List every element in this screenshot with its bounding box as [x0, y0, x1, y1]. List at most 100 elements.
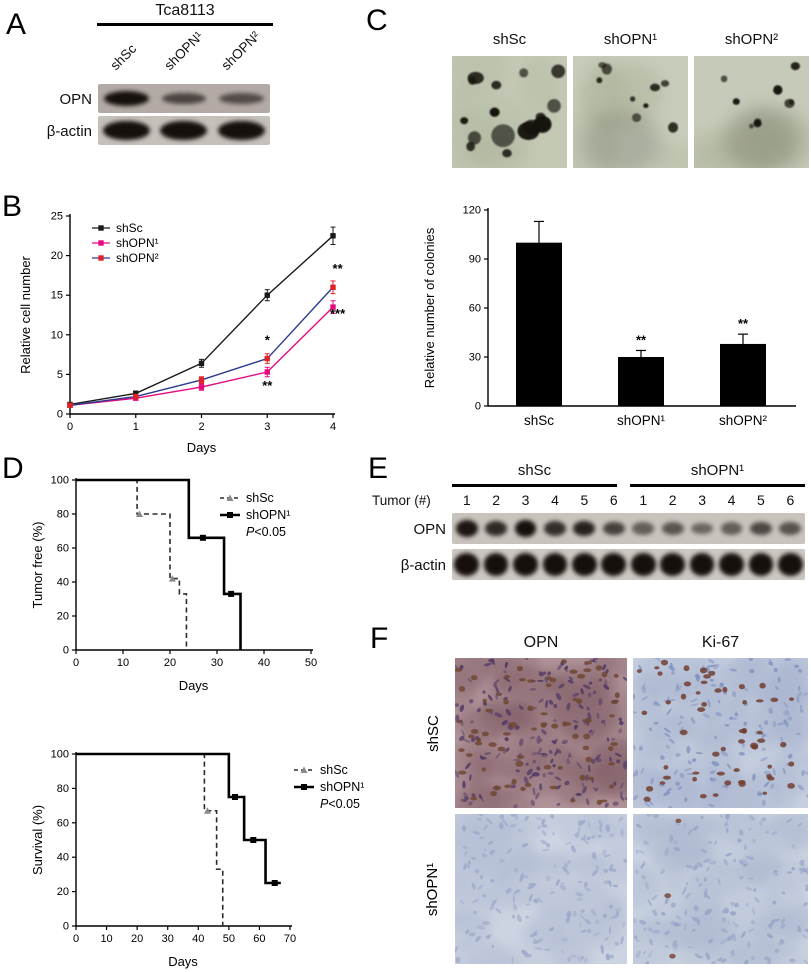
svg-text:Relative cell number: Relative cell number: [18, 255, 33, 373]
svg-text:0: 0: [475, 401, 481, 413]
svg-text:2: 2: [198, 421, 204, 433]
blot-row-label-bactin: β-actin: [46, 123, 92, 140]
svg-text:shOPN¹: shOPN¹: [116, 236, 159, 250]
svg-text:40: 40: [192, 933, 204, 945]
svg-text:shOPN¹: shOPN¹: [246, 508, 290, 522]
svg-text:0: 0: [57, 409, 63, 421]
panel-a-label: A: [6, 8, 27, 41]
svg-text:4: 4: [330, 421, 336, 433]
panel-d-label: D: [2, 452, 24, 485]
svg-text:20: 20: [57, 886, 69, 898]
lane-numbers: 1 2 3 4 5 6 1 2 3 4 5 6: [452, 492, 805, 508]
svg-text:shOPN²: shOPN²: [719, 413, 768, 428]
svg-text:30: 30: [162, 933, 174, 945]
lane-number: 6: [786, 492, 795, 508]
lane-number: 6: [609, 492, 618, 508]
svg-text:shSc: shSc: [320, 763, 348, 777]
svg-text:Relative number of colonies: Relative number of colonies: [422, 227, 437, 388]
lane-label-shsc: shSc: [107, 41, 140, 73]
lane-number: 3: [698, 492, 706, 508]
svg-text:15: 15: [51, 290, 63, 302]
ihc-row-label-shopn1: shOPN¹: [418, 814, 448, 964]
tumor-number-label: Tumor (#): [372, 493, 431, 508]
svg-text:0: 0: [73, 933, 79, 945]
ihc-image-shopn1-opn: [455, 814, 627, 964]
lane-number: 4: [551, 492, 559, 508]
svg-text:100: 100: [51, 749, 69, 761]
svg-text:60: 60: [57, 817, 69, 829]
panel-c-label: C: [366, 4, 388, 37]
svg-text:**: **: [738, 316, 749, 331]
svg-text:60: 60: [57, 543, 69, 555]
ihc-row-label-shsc-text: shSC: [424, 714, 442, 752]
svg-text:shOPN¹: shOPN¹: [617, 413, 666, 428]
svg-text:60: 60: [253, 933, 265, 945]
ihc-row-label-shsc: shSC: [418, 658, 448, 808]
lane-label-shopn2: shOPN²: [218, 28, 263, 74]
svg-text:**: **: [333, 261, 344, 276]
svg-text:120: 120: [463, 205, 481, 217]
svg-text:shOPN¹: shOPN¹: [320, 780, 364, 794]
svg-text:0: 0: [63, 921, 69, 933]
svg-text:70: 70: [284, 933, 296, 945]
lane-number: 1: [639, 492, 648, 508]
svg-text:Days: Days: [168, 954, 198, 969]
svg-text:Survival (%): Survival (%): [30, 805, 45, 875]
growth-curve-chart: 0 5 10 15 20 25 0 1 2 3 4 Days Relative cell number *…: [18, 211, 346, 456]
svg-text:30: 30: [211, 657, 223, 669]
svg-text:10: 10: [100, 933, 112, 945]
cell-line-underline: [97, 23, 273, 26]
lane-number: 1: [462, 492, 471, 508]
svg-text:0: 0: [63, 645, 69, 657]
ihc-image-shsc-opn: [455, 658, 627, 808]
ihc-image-shsc-ki67: [633, 658, 808, 808]
lane-number: 3: [521, 492, 530, 508]
lane-number: 5: [757, 492, 765, 508]
cell-line-title: Tca8113: [155, 2, 215, 19]
panel-b-label: B: [2, 190, 23, 223]
svg-text:80: 80: [57, 783, 69, 795]
colony-image-shopn2: [694, 56, 809, 168]
svg-text:***: ***: [330, 306, 346, 321]
western-blot-opn: [98, 84, 270, 113]
colony-image-shsc: [452, 56, 567, 168]
lane-label-shopn1: shOPN¹: [161, 28, 206, 74]
ihc-row-label-shopn1-text: shOPN¹: [424, 862, 442, 916]
svg-text:10: 10: [51, 329, 63, 341]
colony-image-label-shsc: shSc: [492, 31, 527, 48]
svg-text:*: *: [265, 332, 271, 347]
ihc-col-label-ki67: Ki-67: [701, 634, 740, 651]
svg-text:20: 20: [57, 611, 69, 623]
svg-text:90: 90: [469, 254, 481, 266]
lane-number: 2: [668, 492, 677, 508]
svg-text:50: 50: [223, 933, 235, 945]
svg-text:P<0.05: P<0.05: [246, 525, 286, 539]
tumor-free-survival-chart: 0 20 40 60 80 100 0 10 20 30 40 50 Days Tumor free (%…: [30, 475, 317, 694]
western-blot-bactin-tumors: [452, 549, 805, 580]
panel-e-label: E: [368, 452, 389, 485]
ihc-image-shopn1-ki67: [633, 814, 808, 964]
svg-text:shSc: shSc: [116, 221, 143, 235]
svg-text:shOPN²: shOPN²: [116, 251, 159, 265]
svg-text:Days: Days: [187, 440, 217, 455]
colony-image-label-shopn2: shOPN²: [724, 31, 779, 48]
lane-number: 4: [727, 492, 736, 508]
svg-text:1: 1: [133, 421, 139, 433]
ihc-col-label-opn: OPN: [523, 634, 559, 651]
svg-text:0: 0: [67, 421, 73, 433]
svg-text:60: 60: [469, 303, 481, 315]
svg-text:20: 20: [131, 933, 143, 945]
colony-image-label-shopn1: shOPN¹: [603, 31, 658, 48]
western-blot-opn-tumors: [452, 513, 805, 544]
svg-text:20: 20: [164, 657, 176, 669]
blot-row-label-opn-tumors: OPN: [413, 521, 446, 538]
svg-text:40: 40: [258, 657, 270, 669]
colony-image-shopn1: [573, 56, 688, 168]
svg-text:40: 40: [57, 852, 69, 864]
svg-text:50: 50: [305, 657, 317, 669]
blot-row-label-opn: OPN: [59, 91, 92, 108]
western-blot-bactin: [98, 116, 270, 145]
panel-f-label: F: [370, 622, 389, 655]
svg-text:30: 30: [469, 352, 481, 364]
